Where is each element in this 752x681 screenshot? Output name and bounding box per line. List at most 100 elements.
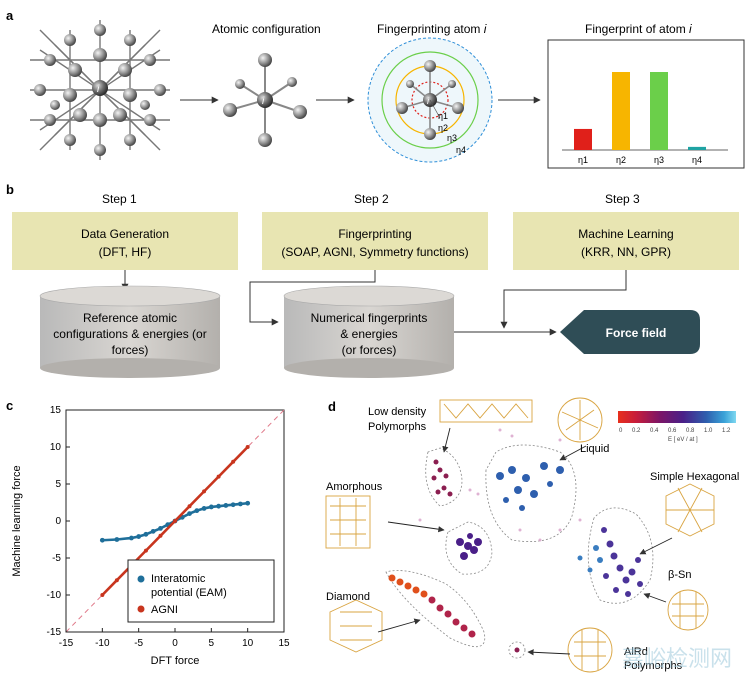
fingerprint-bar-label-3: η3 [654,155,664,165]
series-line-agni [188,490,206,508]
series-line-eam [151,527,162,533]
svg-text:0.2: 0.2 [632,428,641,434]
y-tick-label: -5 [52,553,61,564]
atomic-configuration-title: Atomic configuration [212,22,321,36]
panel-a-label: a [6,8,14,23]
svg-text:(or forces): (or forces) [342,343,397,357]
scatter-chart: -15 -10 -5 0 5 10 15 15 10 5 0 -5 -10 -15 DFT force Mac… [11,405,290,667]
step2-title: Fingerprinting [338,227,411,241]
legend-label-agni: AGNI [151,604,178,616]
fingerprinting-title: Fingerprinting atom i [377,22,487,36]
step3-box [513,212,739,270]
x-tick-label: 5 [209,638,215,649]
label-alrd: AlRd [624,646,648,658]
svg-text:0: 0 [619,428,623,434]
step1-label: Step 1 [102,192,137,206]
svg-text:configurations & energies (or: configurations & energies (or [53,327,206,341]
database-reference: Reference atomic configurations & energi… [39,285,221,378]
svg-text:1.2: 1.2 [722,428,731,434]
label-polymorphs: Polymorphs [368,421,427,433]
label-pointers [377,427,673,656]
y-tick-label: 5 [55,479,61,490]
series-line-agni [217,460,235,478]
legend-label-eam-2: potential (EAM) [151,587,227,599]
y-tick-label: 15 [50,405,62,416]
x-tick-label: 0 [172,638,178,649]
svg-text:i: i [427,96,430,106]
watermark-text: 嘉峪检测网 [622,646,732,671]
y-tick-label: 0 [55,516,61,527]
svg-text:Numerical fingerprints: Numerical fingerprints [311,311,428,325]
svg-text:0.8: 0.8 [686,428,695,434]
fingerprint-bars: η1 η2 η3 η4 [574,72,706,165]
x-tick-label: 15 [278,638,290,649]
fingerprint-bar-label-1: η1 [578,155,588,165]
svg-text:i: i [262,96,265,107]
label-amorphous: Amorphous [326,481,383,493]
atomic-configuration-image: i [223,53,307,147]
structure-thumbnails [325,397,715,673]
database-fingerprints: Numerical fingerprints & energies (or fo… [283,285,455,378]
x-tick-label: -5 [134,638,143,649]
series-line-eam [101,538,119,542]
y-axis-label: Machine learning force [11,465,23,576]
series-line-agni [231,445,249,464]
series-line-agni [159,519,177,538]
crystal-cluster-image: i [30,20,170,160]
colorbar-ticks: 0 0.2 0.4 0.6 0.8 1.0 1.2 [619,428,731,434]
svg-text:Reference atomic: Reference atomic [83,311,177,325]
series-line-agni [144,534,162,552]
step1-box [12,212,238,270]
label-low-density: Low density [368,406,427,418]
fingerprint-bar-4 [688,146,706,150]
label-beta-sn: β-Sn [668,569,691,581]
step1-title: Data Generation [81,227,169,241]
svg-text:0.6: 0.6 [668,428,677,434]
colorbar-label: E [ eV / at ] [668,437,698,443]
legend-marker-agni [137,605,145,613]
force-field-label: Force field [606,326,667,340]
panel-b-label: b [6,182,14,197]
series-line-eam [180,512,191,519]
x-axis-label: DFT force [151,655,200,667]
series-line-eam [159,523,170,530]
step3-title: Machine Learning [578,227,673,241]
svg-text:1.0: 1.0 [704,428,713,434]
svg-text:forces): forces) [112,343,149,357]
x-tick-label: 10 [242,638,254,649]
legend-box [127,559,275,623]
series-line-eam [188,509,199,515]
map-scatter [385,428,654,659]
ring-eta2-label: η2 [438,123,448,133]
step3-label: Step 3 [605,192,640,206]
y-tick-label: 10 [50,442,62,453]
fingerprint-bar-3 [650,72,668,150]
flow-connectors [121,270,627,336]
svg-text:& energies: & energies [340,327,397,341]
y-tick-label: -10 [47,590,62,601]
x-tick-label: -10 [95,638,110,649]
ring-eta3-label: η3 [447,133,457,143]
fingerprint-title: Fingerprint of atom i [585,22,692,36]
panel-c-label: c [6,398,13,413]
step3-detail: (KRR, NN, GPR) [581,245,671,259]
fingerprint-bar-label-4: η4 [692,155,702,165]
ring-eta1-label: η1 [438,111,448,121]
svg-text:0.4: 0.4 [650,428,659,434]
fingerprint-bar-2 [612,72,630,150]
label-simple-hexagonal: Simple Hexagonal [650,471,739,483]
label-alrd-polymorphs: Polymorphs [624,660,683,672]
series-line-eam [239,501,249,506]
step2-label: Step 2 [354,192,389,206]
step1-detail: (DFT, HF) [99,245,152,259]
ring-eta4-label: η4 [456,145,466,155]
label-liquid: Liquid [580,443,609,455]
fingerprinting-rings: i η1 η2 η3 η4 [367,37,493,163]
legend-label-eam-1: Interatomic [151,573,206,585]
series-line-agni [101,578,119,597]
series-line-eam [144,530,155,536]
label-diamond: Diamond [326,591,370,603]
y-tick-label: -15 [47,627,62,638]
step2-box [262,212,488,270]
